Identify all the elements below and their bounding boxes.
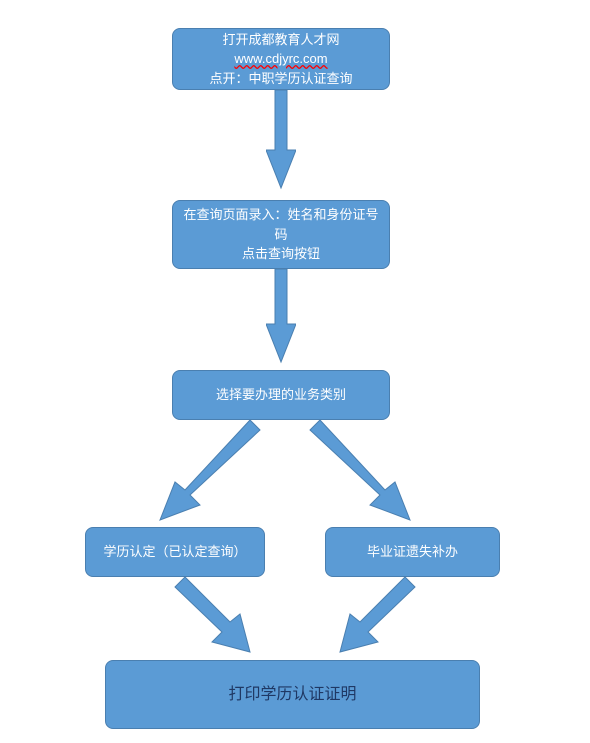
node-text: 打开成都教育人才网 www.cdjyrc.com 点开：中职学历认证查询 [178,30,384,89]
url-text: www.cdjyrc.com [234,51,327,66]
node-text: 学历认定（已认定查询） [103,542,246,562]
flow-node-verify-education: 学历认定（已认定查询） [85,527,265,577]
arrow-diag-right-icon [305,420,425,525]
flow-node-lost-certificate: 毕业证遗失补办 [325,527,500,577]
flow-node-print-certificate: 打印学历认证证明 [105,660,480,729]
node-text: 打印学历认证证明 [228,683,356,707]
node-text: 选择要办理的业务类别 [216,385,346,405]
node-text: 毕业证遗失补办 [367,542,458,562]
arrow-diag-left-icon [145,420,265,525]
flow-node-select-business: 选择要办理的业务类别 [172,370,390,420]
arrow-down-icon [266,90,296,190]
arrow-down-icon [266,269,296,364]
node-text: 在查询页面录入：姓名和身份证号码 点击查询按钮 [178,205,384,264]
flow-node-enter-query: 在查询页面录入：姓名和身份证号码 点击查询按钮 [172,200,390,269]
arrow-diag-right-icon [170,577,260,657]
arrow-diag-left-icon [330,577,420,657]
flow-node-open-website: 打开成都教育人才网 www.cdjyrc.com 点开：中职学历认证查询 [172,28,390,90]
